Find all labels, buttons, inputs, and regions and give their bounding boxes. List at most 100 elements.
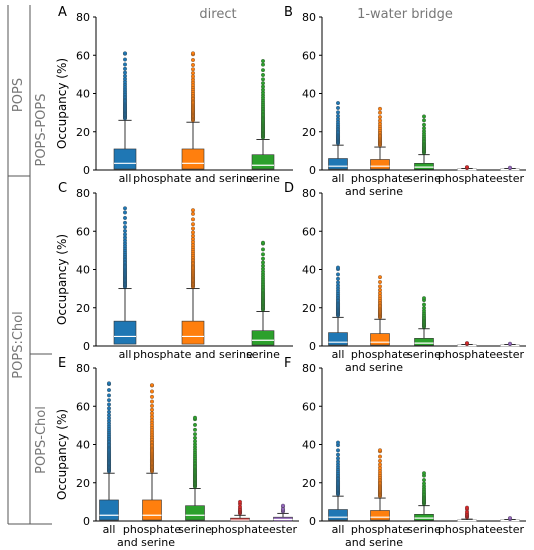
outlier bbox=[508, 165, 512, 170]
outlier bbox=[123, 57, 127, 62]
y-tick-label: 80 bbox=[76, 11, 90, 24]
x-tick-label: phosphate bbox=[438, 523, 496, 536]
outlier bbox=[191, 208, 195, 213]
outlier bbox=[336, 105, 340, 110]
outlier bbox=[123, 210, 127, 215]
x-tick-label: ester bbox=[269, 523, 298, 536]
y-tick-label: 20 bbox=[76, 302, 90, 315]
x-tick-label: and serine bbox=[345, 185, 403, 198]
box bbox=[414, 514, 434, 521]
x-tick-label: all bbox=[332, 348, 345, 361]
box bbox=[370, 333, 390, 346]
outlier bbox=[336, 276, 340, 281]
outlier bbox=[191, 217, 195, 222]
outlier bbox=[465, 505, 469, 510]
box bbox=[181, 148, 205, 170]
y-tick-label: 60 bbox=[76, 400, 90, 413]
outlier bbox=[123, 215, 127, 220]
x-tick-label: all bbox=[332, 523, 345, 536]
box bbox=[251, 154, 275, 170]
outlier bbox=[261, 62, 265, 67]
x-tick-label: phosphate and serine bbox=[133, 348, 253, 361]
box bbox=[142, 499, 162, 521]
y-tick-label: 40 bbox=[302, 88, 316, 101]
outlier bbox=[336, 280, 340, 285]
outlier bbox=[123, 62, 127, 67]
box bbox=[328, 332, 348, 346]
outlier bbox=[422, 302, 426, 307]
x-tick-label: ester bbox=[496, 523, 525, 536]
box bbox=[113, 148, 137, 170]
outlier bbox=[191, 233, 195, 238]
outlier bbox=[336, 113, 340, 118]
outlier bbox=[150, 389, 154, 394]
outlier bbox=[422, 118, 426, 123]
outlier bbox=[336, 110, 340, 115]
outlier bbox=[378, 462, 382, 467]
outlier bbox=[336, 440, 340, 445]
x-tick-label: phosphate bbox=[438, 172, 496, 185]
y-tick-label: 60 bbox=[76, 225, 90, 238]
box bbox=[328, 509, 348, 521]
y-axis-label: Occupancy (%) bbox=[55, 409, 69, 500]
outlier bbox=[508, 516, 512, 521]
outlier bbox=[150, 394, 154, 399]
box bbox=[414, 163, 434, 170]
outlier bbox=[193, 427, 197, 432]
outlier bbox=[378, 106, 382, 111]
outlier bbox=[193, 422, 197, 427]
column-title-water-bridge: 1-water bridge bbox=[357, 7, 453, 22]
outlier bbox=[378, 284, 382, 289]
outlier bbox=[150, 414, 154, 419]
outlier bbox=[238, 499, 242, 504]
outlier bbox=[336, 265, 340, 270]
box bbox=[113, 320, 137, 345]
x-tick-label: serine bbox=[246, 172, 280, 185]
outlier bbox=[191, 51, 195, 56]
y-tick-label: 0 bbox=[309, 340, 316, 353]
box bbox=[185, 505, 205, 521]
outlier bbox=[191, 71, 195, 76]
outlier bbox=[378, 458, 382, 463]
outlier bbox=[465, 341, 469, 346]
outlier bbox=[422, 481, 426, 486]
outlier bbox=[123, 232, 127, 237]
outlier bbox=[261, 260, 265, 265]
panel-letter: B bbox=[284, 5, 293, 20]
x-tick-label: phosphate bbox=[351, 348, 409, 361]
y-tick-label: 40 bbox=[302, 439, 316, 452]
outlier bbox=[422, 122, 426, 127]
outlier bbox=[107, 388, 111, 393]
row-label-pops-pops: POPS-POPS bbox=[34, 93, 49, 166]
y-tick-label: 80 bbox=[76, 362, 90, 375]
x-tick-label: and serine bbox=[117, 536, 175, 549]
outlier bbox=[261, 81, 265, 86]
x-tick-label: serine bbox=[407, 348, 441, 361]
outlier bbox=[422, 471, 426, 476]
outlier bbox=[123, 228, 127, 233]
row-label-pops-chol-outer: POPS:Chol bbox=[11, 311, 26, 378]
panel-letter: F bbox=[284, 356, 291, 371]
panel-c: C 0 20 40 60 80 Occupancy (%) all phosphate and … bbox=[55, 181, 293, 361]
y-tick-label: 40 bbox=[76, 264, 90, 277]
x-tick-label: all bbox=[119, 172, 132, 185]
outlier bbox=[378, 448, 382, 453]
x-tick-label: phosphate bbox=[438, 348, 496, 361]
outlier bbox=[261, 73, 265, 77]
x-tick-label: and serine bbox=[345, 536, 403, 549]
x-tick-label: phosphate bbox=[123, 523, 181, 536]
outlier bbox=[422, 306, 426, 310]
outlier bbox=[193, 439, 197, 444]
outlier bbox=[261, 68, 265, 73]
box bbox=[414, 338, 434, 346]
outlier bbox=[378, 275, 382, 280]
y-tick-label: 40 bbox=[76, 88, 90, 101]
outlier bbox=[261, 84, 265, 89]
outlier bbox=[261, 59, 265, 63]
outlier bbox=[336, 452, 340, 457]
row-label-pops: POPS bbox=[11, 78, 26, 112]
y-tick-label: 20 bbox=[76, 477, 90, 490]
outlier bbox=[261, 252, 265, 257]
